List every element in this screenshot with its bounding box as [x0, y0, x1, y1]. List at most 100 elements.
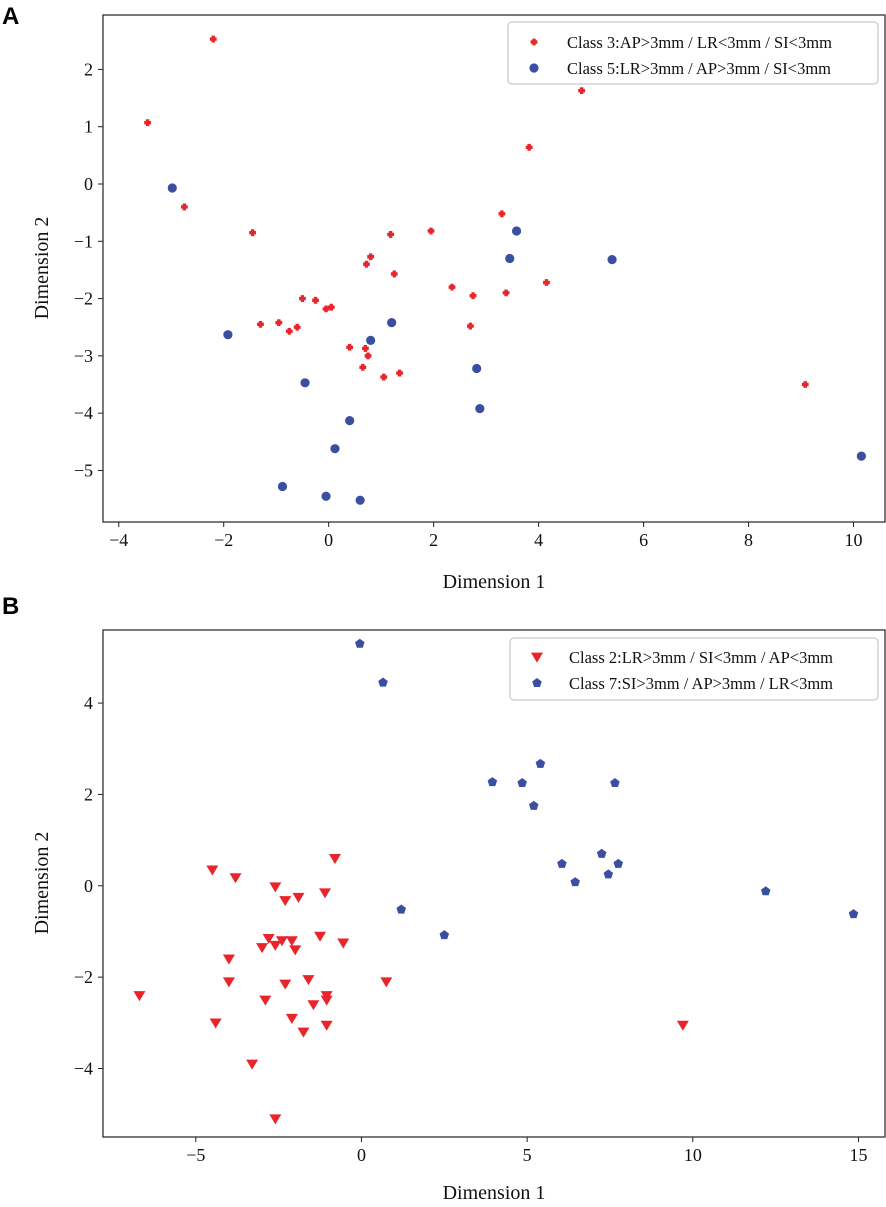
y-tick-label: −4 — [74, 403, 93, 423]
data-point-series-1 — [322, 305, 330, 313]
data-point-series-1 — [229, 873, 242, 884]
points-a — [144, 35, 866, 505]
data-point-series-1 — [292, 892, 305, 903]
x-tick-label: 0 — [324, 530, 333, 550]
data-point-series-1 — [302, 975, 315, 986]
data-point-series-1 — [209, 35, 217, 43]
data-point-series-1 — [269, 882, 282, 893]
panel-a: A −4 −2 0 2 4 6 8 10 210−1−2−3−4−5 Dimension 1 … — [2, 3, 886, 593]
legend-label-class-5: Class 5:LR>3mm / AP>3mm / SI<3mm — [567, 59, 831, 78]
data-point-series-1 — [427, 227, 435, 235]
data-point-series-2 — [439, 930, 450, 940]
y-tick-label: 4 — [84, 693, 93, 713]
data-point-series-1 — [543, 279, 550, 286]
data-point-series-1 — [293, 323, 301, 331]
data-point-series-1 — [256, 943, 269, 954]
x-tick-label: −5 — [186, 1145, 205, 1165]
legend-label-class-3: Class 3:AP>3mm / LR<3mm / SI<3mm — [567, 33, 832, 52]
x-tick-label: 0 — [357, 1145, 366, 1165]
legend-marker-series-2 — [529, 63, 539, 73]
y-axis-b: 4 2 0 −2 −4 — [74, 693, 103, 1078]
panel-label-a: A — [2, 3, 19, 30]
data-point-series-1 — [390, 270, 398, 278]
data-point-series-2 — [300, 378, 310, 388]
data-point-series-1 — [259, 995, 272, 1006]
data-point-series-1 — [362, 345, 369, 352]
x-tick-label: 15 — [849, 1145, 867, 1165]
data-point-series-2 — [610, 778, 620, 788]
data-point-series-1 — [448, 283, 456, 291]
data-point-series-1 — [180, 203, 188, 211]
data-point-series-1 — [466, 322, 474, 330]
data-point-series-2 — [396, 904, 406, 914]
data-point-series-1 — [363, 260, 370, 268]
data-point-series-1 — [676, 1020, 689, 1031]
data-point-series-2 — [475, 403, 485, 414]
data-point-series-1 — [299, 295, 306, 302]
x-tick-label: −4 — [109, 530, 128, 550]
x-tick-label: 5 — [523, 1145, 532, 1165]
data-point-series-1 — [133, 991, 146, 1002]
x-tick-label: 2 — [429, 530, 438, 550]
data-point-series-2 — [529, 800, 539, 810]
data-point-series-1 — [502, 289, 510, 297]
legend-marker-series-1 — [530, 38, 538, 46]
data-point-series-2 — [321, 491, 331, 501]
legend-a: Class 3:AP>3mm / LR<3mm / SI<3mm Class 5… — [507, 21, 879, 85]
data-point-series-2 — [517, 778, 527, 788]
y-tick-label: 2 — [84, 784, 93, 804]
data-point-series-1 — [144, 119, 152, 127]
data-point-series-1 — [387, 231, 395, 238]
y-axis-label-b: Dimension 2 — [31, 832, 53, 935]
data-point-series-2 — [277, 481, 288, 492]
data-point-series-1 — [209, 1018, 222, 1029]
data-point-series-1 — [525, 143, 533, 151]
y-tick-label: −2 — [74, 967, 93, 987]
data-point-series-1 — [297, 1027, 310, 1038]
data-point-series-1 — [367, 253, 375, 261]
data-point-series-2 — [596, 848, 607, 858]
data-point-series-2 — [603, 869, 614, 879]
data-point-series-2 — [570, 877, 580, 887]
data-point-series-2 — [387, 318, 397, 328]
data-point-series-1 — [262, 933, 275, 945]
data-point-series-1 — [222, 977, 235, 988]
y-tick-label: 1 — [84, 117, 93, 137]
data-point-series-2 — [607, 255, 617, 265]
data-point-series-1 — [269, 940, 282, 951]
panel-label-b: B — [2, 593, 19, 620]
data-point-series-2 — [511, 226, 522, 236]
data-point-series-1 — [380, 977, 393, 988]
data-point-series-1 — [289, 945, 302, 956]
x-axis-b: −5 0 5 10 15 — [186, 1137, 867, 1165]
data-point-series-1 — [320, 995, 333, 1006]
data-point-series-1 — [275, 319, 283, 327]
data-point-series-1 — [246, 1059, 259, 1070]
y-tick-label: 2 — [84, 59, 93, 79]
y-tick-label: −5 — [74, 460, 93, 480]
data-point-series-2 — [472, 363, 482, 374]
data-point-series-1 — [279, 896, 292, 907]
x-tick-label: −2 — [214, 530, 233, 550]
data-point-series-1 — [396, 369, 403, 377]
data-point-series-1 — [206, 865, 219, 876]
x-tick-label: 10 — [845, 530, 863, 550]
legend-label-class-2: Class 2:LR>3mm / SI<3mm / AP<3mm — [569, 648, 833, 667]
data-point-series-2 — [366, 335, 376, 345]
plot-frame-a — [102, 14, 886, 523]
x-axis-label-a: Dimension 1 — [443, 571, 546, 593]
data-point-series-1 — [319, 888, 332, 899]
x-tick-label: 8 — [744, 530, 753, 550]
legend-b: Class 2:LR>3mm / SI<3mm / AP<3mm Class 7… — [509, 637, 879, 701]
y-tick-label: −1 — [74, 231, 93, 251]
data-point-series-2 — [856, 451, 866, 461]
y-tick-label: 0 — [84, 876, 93, 896]
x-tick-label: 6 — [639, 530, 648, 550]
data-point-series-1 — [498, 210, 506, 218]
data-point-series-2 — [223, 330, 233, 340]
data-point-series-2 — [378, 677, 388, 687]
data-point-series-1 — [312, 296, 319, 304]
panel-b: B −5 0 5 10 15 4 2 0 −2 −4 Dimension 1 Dimension… — [2, 593, 886, 1204]
data-point-series-2 — [167, 183, 177, 193]
data-point-series-1 — [328, 854, 341, 865]
